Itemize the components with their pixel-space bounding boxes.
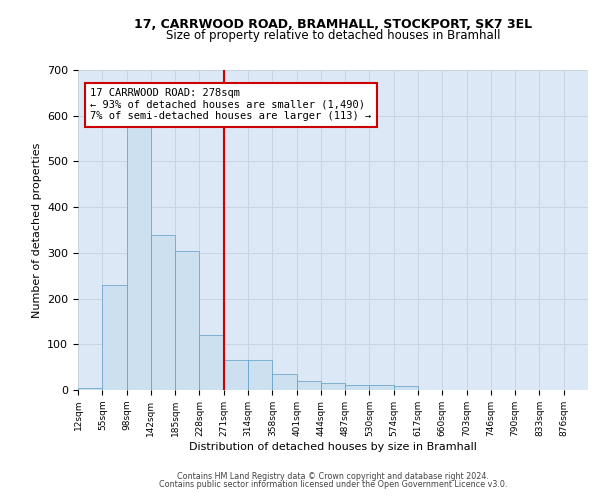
- Y-axis label: Number of detached properties: Number of detached properties: [32, 142, 41, 318]
- Bar: [175, 250, 199, 390]
- Text: Contains HM Land Registry data © Crown copyright and database right 2024.: Contains HM Land Registry data © Crown c…: [177, 472, 489, 481]
- Bar: [199, 335, 224, 390]
- Bar: [224, 360, 248, 390]
- Bar: [78, 388, 102, 390]
- Bar: [345, 386, 370, 390]
- Bar: [296, 381, 321, 390]
- Bar: [151, 234, 175, 390]
- Text: 17, CARRWOOD ROAD, BRAMHALL, STOCKPORT, SK7 3EL: 17, CARRWOOD ROAD, BRAMHALL, STOCKPORT, …: [134, 18, 532, 30]
- Bar: [394, 386, 418, 390]
- Bar: [102, 285, 127, 390]
- Text: Contains public sector information licensed under the Open Government Licence v3: Contains public sector information licen…: [159, 480, 507, 489]
- Text: 17 CARRWOOD ROAD: 278sqm
← 93% of detached houses are smaller (1,490)
7% of semi: 17 CARRWOOD ROAD: 278sqm ← 93% of detach…: [90, 88, 371, 122]
- Bar: [272, 374, 296, 390]
- Bar: [370, 386, 394, 390]
- Bar: [127, 106, 151, 390]
- Bar: [321, 383, 345, 390]
- X-axis label: Distribution of detached houses by size in Bramhall: Distribution of detached houses by size …: [189, 442, 477, 452]
- Bar: [248, 360, 272, 390]
- Text: Size of property relative to detached houses in Bramhall: Size of property relative to detached ho…: [166, 29, 500, 42]
